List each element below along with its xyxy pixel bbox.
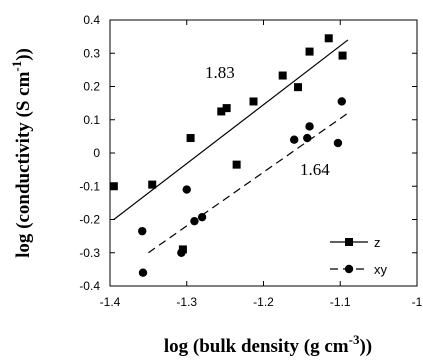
point-z xyxy=(232,160,241,169)
y-tick-label: 0.2 xyxy=(83,80,100,94)
legend-label-xy: xy xyxy=(374,262,388,277)
legend-marker-z xyxy=(345,238,353,246)
y-tick-label: -0.4 xyxy=(79,279,100,293)
plot-frame xyxy=(109,19,418,287)
point-z xyxy=(338,51,347,60)
x-tick-label: -1.4 xyxy=(100,295,121,309)
point-xy xyxy=(290,135,299,144)
point-z xyxy=(249,97,258,106)
legend: z xy xyxy=(330,235,388,277)
point-z xyxy=(278,71,287,80)
fit-lines xyxy=(113,39,349,254)
fit-line-z xyxy=(113,39,349,220)
slope-label-xy: 1.64 xyxy=(300,160,330,179)
x-tick-label: -1.3 xyxy=(176,295,197,309)
point-xy xyxy=(303,133,312,143)
point-z xyxy=(217,107,226,116)
point-xy xyxy=(305,122,314,131)
x-tick-label: -1.1 xyxy=(330,295,351,309)
x-tick-label: -1 xyxy=(412,295,423,309)
y-tick-label: -0.1 xyxy=(79,179,100,193)
point-xy xyxy=(182,185,191,194)
point-xy xyxy=(190,216,199,226)
y-axis-title: log (conductivity (S cm-1)) xyxy=(9,48,34,258)
y-tick-label: -0.3 xyxy=(79,246,100,260)
y-tick-label: 0 xyxy=(93,146,100,160)
slope-label-z: 1.83 xyxy=(205,63,235,82)
point-xy xyxy=(138,226,147,236)
legend-label-z: z xyxy=(374,235,381,250)
x-tick-label: -1.2 xyxy=(253,295,274,309)
point-z xyxy=(186,134,195,143)
x-axis-title: log (bulk density (g cm-3)) xyxy=(164,332,372,357)
point-z xyxy=(305,47,314,56)
point-z xyxy=(324,34,333,43)
point-z xyxy=(109,182,118,191)
point-xy xyxy=(177,248,186,257)
y-tick-label: 0.1 xyxy=(83,113,100,127)
legend-marker-xy xyxy=(344,264,354,274)
point-xy xyxy=(197,212,207,222)
point-z xyxy=(294,83,303,92)
y-tick-label: 0.4 xyxy=(83,13,100,27)
axis-ticks: -1.4 -1.3 -1.2 -1.1 -1 -0.4 -0.3 -0.2 -0.1 0 0.1 0.… xyxy=(79,13,422,309)
point-z xyxy=(222,104,231,113)
point-xy xyxy=(138,268,148,277)
data-points xyxy=(109,34,347,277)
point-xy xyxy=(337,97,346,106)
y-tick-label: -0.2 xyxy=(79,213,100,227)
point-xy xyxy=(333,138,343,148)
fit-line-xy xyxy=(148,112,349,254)
y-tick-label: 0.3 xyxy=(83,46,100,60)
point-z xyxy=(148,180,157,189)
